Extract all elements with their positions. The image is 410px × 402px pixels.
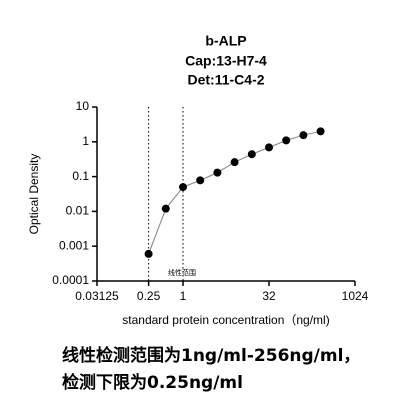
chart-title: Det:11-C4-2: [187, 72, 264, 88]
x-axis-label: standard protein concentration（ng/ml): [122, 313, 329, 327]
data-point: [230, 158, 239, 167]
y-tick-label: 1: [82, 134, 89, 148]
y-tick-label: 0.01: [66, 204, 90, 218]
data-point: [282, 136, 291, 145]
caption: 线性检测范围为1ng/ml-256ng/ml，: [62, 345, 360, 366]
data-line: [148, 130, 321, 255]
data-point: [161, 204, 170, 213]
data-point: [299, 131, 308, 140]
x-tick-label: 0.25: [137, 289, 161, 303]
x-tick-label: 0.03125: [75, 289, 119, 303]
x-tick-label: 1: [180, 289, 187, 303]
caption: 检测下限为0.25ng/ml: [62, 372, 243, 393]
annotation: 线性范围: [168, 268, 196, 277]
data-point: [196, 176, 205, 185]
data-point: [144, 249, 153, 258]
data-point: [179, 183, 187, 192]
data-point: [316, 127, 325, 136]
y-tick-label: 0.001: [59, 238, 89, 252]
x-tick-label: 1024: [342, 289, 369, 303]
y-tick-label: 0.0001: [52, 273, 89, 287]
data-point: [213, 168, 222, 177]
y-tick-label: 0.1: [72, 169, 89, 183]
y-axis-label: Optical Density: [27, 154, 41, 235]
data-point: [247, 150, 256, 159]
x-tick-label: 32: [262, 289, 276, 303]
chart-title: b-ALP: [205, 33, 246, 49]
chart-title: Cap:13-H7-4: [185, 53, 267, 69]
data-point: [265, 143, 273, 152]
y-tick-label: 10: [76, 99, 90, 113]
